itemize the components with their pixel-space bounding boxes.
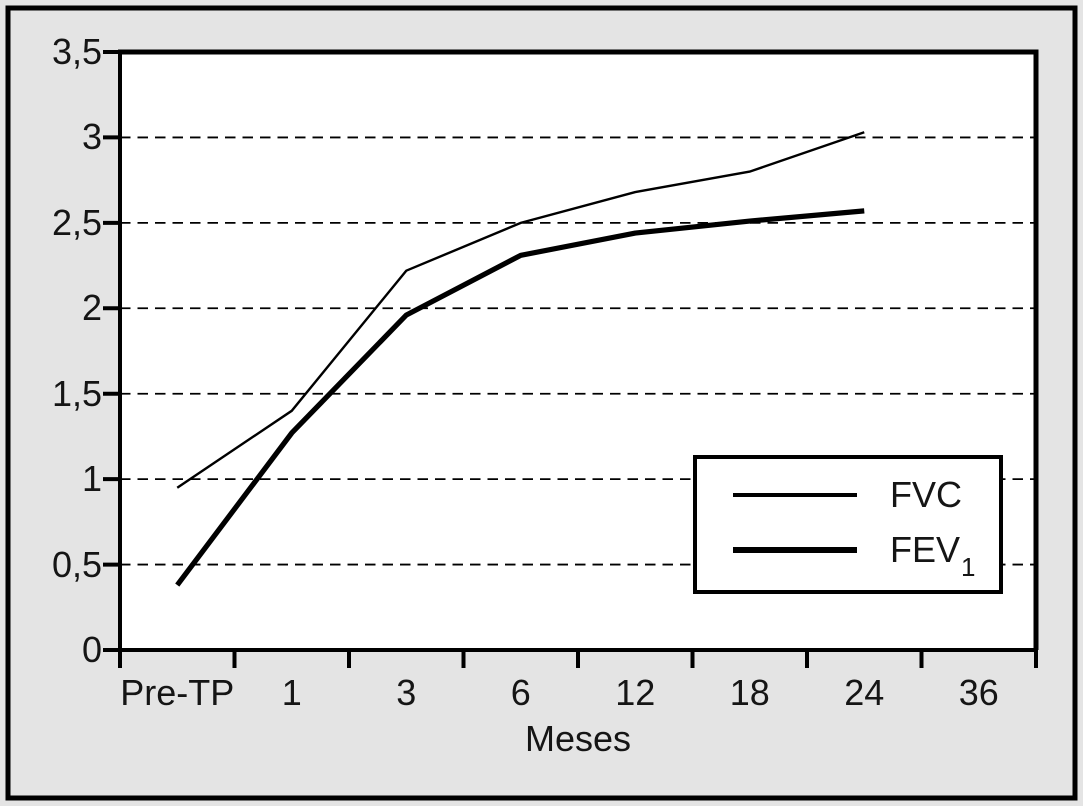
- legend: FVC FEV1: [693, 455, 1003, 594]
- x-tick-label: 24: [844, 672, 885, 713]
- legend-label-text: FEV: [890, 529, 961, 570]
- x-axis-title: Meses: [524, 718, 632, 759]
- legend-sample-line-fvc: [733, 493, 857, 497]
- y-tick-label: 2,5: [51, 201, 102, 243]
- series-line-fvc: [176, 131, 865, 489]
- x-tick-label: 18: [729, 672, 770, 713]
- y-tick-label: 1: [81, 458, 102, 500]
- x-tick-label: 1: [281, 672, 302, 713]
- x-tick-label: 6: [510, 672, 531, 713]
- y-tick-label: 3,5: [51, 31, 102, 72]
- y-tick-label: 3: [81, 116, 102, 158]
- y-tick-label: 1,5: [51, 372, 102, 414]
- x-tick-label: 12: [615, 672, 656, 713]
- y-tick-label: 0,5: [51, 543, 102, 585]
- legend-label-subscript: 1: [961, 552, 976, 583]
- figure-frame: [5, 5, 1078, 801]
- x-tick-label: 36: [958, 672, 999, 713]
- legend-row: FVC: [733, 475, 965, 515]
- y-tick-label: 2: [81, 287, 102, 329]
- series-line-fev: [175, 208, 865, 587]
- x-tick-label: 3: [396, 672, 417, 713]
- x-tick-label: Pre-TP: [120, 672, 235, 713]
- legend-label: FEV1: [890, 529, 975, 581]
- y-tick-label: 0: [81, 629, 102, 670]
- legend-label: FVC: [890, 475, 962, 515]
- legend-label-text: FVC: [890, 474, 962, 515]
- legend-row: FEV1: [733, 530, 975, 580]
- legend-sample-line-fev: [733, 547, 857, 553]
